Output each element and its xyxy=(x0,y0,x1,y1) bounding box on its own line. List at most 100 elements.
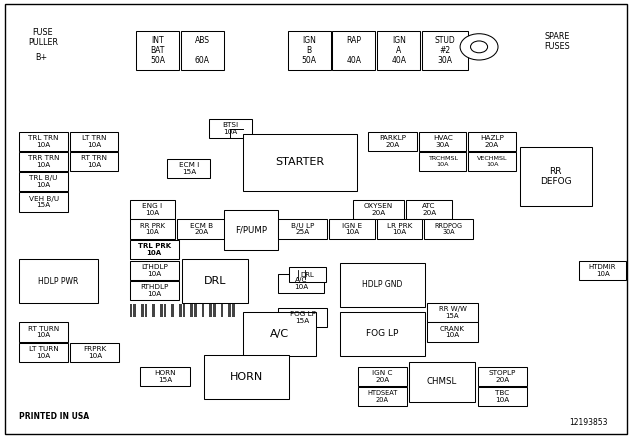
Text: ABS

60A: ABS 60A xyxy=(195,36,210,65)
FancyBboxPatch shape xyxy=(177,219,226,239)
FancyBboxPatch shape xyxy=(190,304,193,317)
FancyBboxPatch shape xyxy=(141,304,143,317)
Text: RR
DEFOG: RR DEFOG xyxy=(540,167,572,186)
FancyBboxPatch shape xyxy=(204,355,289,399)
FancyBboxPatch shape xyxy=(202,304,204,317)
Text: STARTER: STARTER xyxy=(276,157,325,167)
Text: RT TURN
10A: RT TURN 10A xyxy=(28,325,59,339)
Text: RRDPOG
30A: RRDPOG 30A xyxy=(435,223,463,236)
FancyBboxPatch shape xyxy=(70,132,118,151)
FancyBboxPatch shape xyxy=(332,31,375,70)
FancyBboxPatch shape xyxy=(179,304,181,317)
Text: CHMSL: CHMSL xyxy=(427,378,457,386)
Text: INT
BAT
50A: INT BAT 50A xyxy=(150,36,165,65)
Text: OXYSEN
20A: OXYSEN 20A xyxy=(364,203,393,216)
FancyBboxPatch shape xyxy=(340,263,425,307)
FancyBboxPatch shape xyxy=(228,304,231,317)
FancyBboxPatch shape xyxy=(406,200,452,219)
FancyBboxPatch shape xyxy=(427,303,478,322)
Text: PARKLP
20A: PARKLP 20A xyxy=(379,135,406,148)
FancyBboxPatch shape xyxy=(419,132,466,151)
FancyBboxPatch shape xyxy=(340,312,425,356)
Text: LR PRK
10A: LR PRK 10A xyxy=(387,223,412,236)
FancyBboxPatch shape xyxy=(130,200,175,219)
Text: HVAC
30A: HVAC 30A xyxy=(433,135,453,148)
FancyBboxPatch shape xyxy=(19,152,68,171)
Text: BTSI
10A: BTSI 10A xyxy=(222,122,238,135)
FancyBboxPatch shape xyxy=(409,362,475,402)
FancyBboxPatch shape xyxy=(182,259,248,303)
FancyBboxPatch shape xyxy=(232,304,234,317)
Text: RAP

40A: RAP 40A xyxy=(346,36,362,65)
Text: TBC
10A: TBC 10A xyxy=(495,390,509,403)
FancyBboxPatch shape xyxy=(468,132,516,151)
Text: IGN
B
50A: IGN B 50A xyxy=(301,36,317,65)
Text: LT TRN
10A: LT TRN 10A xyxy=(82,135,106,148)
FancyBboxPatch shape xyxy=(424,219,473,239)
Text: RR PRK
10A: RR PRK 10A xyxy=(140,223,165,236)
FancyBboxPatch shape xyxy=(278,274,324,293)
FancyBboxPatch shape xyxy=(194,304,197,317)
FancyBboxPatch shape xyxy=(209,304,212,317)
Text: IGN C
20A: IGN C 20A xyxy=(372,370,392,383)
Text: ENG I
10A: ENG I 10A xyxy=(142,203,162,216)
Circle shape xyxy=(470,41,488,53)
FancyBboxPatch shape xyxy=(19,322,68,342)
Text: PRINTED IN USA: PRINTED IN USA xyxy=(19,412,89,420)
FancyBboxPatch shape xyxy=(358,367,407,386)
Text: LTHDLP
10A: LTHDLP 10A xyxy=(141,264,167,277)
Text: FRPRK
10A: FRPRK 10A xyxy=(83,346,106,359)
FancyBboxPatch shape xyxy=(167,159,210,178)
FancyBboxPatch shape xyxy=(19,259,98,303)
FancyBboxPatch shape xyxy=(145,304,147,317)
FancyBboxPatch shape xyxy=(221,304,223,317)
Text: RR W/W
15A: RR W/W 15A xyxy=(439,306,466,319)
FancyBboxPatch shape xyxy=(243,312,316,356)
FancyBboxPatch shape xyxy=(130,261,179,280)
Text: HDLP GND: HDLP GND xyxy=(363,280,403,289)
Text: A/C: A/C xyxy=(270,329,289,339)
Text: HAZLP
20A: HAZLP 20A xyxy=(480,135,504,148)
Text: CRANK
10A: CRANK 10A xyxy=(440,325,465,339)
Text: FUSE
PULLER: FUSE PULLER xyxy=(28,28,58,47)
FancyBboxPatch shape xyxy=(278,219,327,239)
FancyBboxPatch shape xyxy=(136,31,179,70)
FancyBboxPatch shape xyxy=(224,210,278,250)
Text: SPARE
FUSES: SPARE FUSES xyxy=(545,32,570,51)
FancyBboxPatch shape xyxy=(183,304,185,317)
Text: HORN: HORN xyxy=(229,372,263,381)
FancyBboxPatch shape xyxy=(19,192,68,212)
Text: IGN E
10A: IGN E 10A xyxy=(342,223,362,236)
FancyBboxPatch shape xyxy=(19,132,68,151)
FancyBboxPatch shape xyxy=(70,152,118,171)
Text: RT TRN
10A: RT TRN 10A xyxy=(81,155,107,168)
Text: ECM I
15A: ECM I 15A xyxy=(179,162,199,175)
FancyBboxPatch shape xyxy=(520,147,592,206)
Text: 12193853: 12193853 xyxy=(569,418,608,427)
Text: TRL TRN
10A: TRL TRN 10A xyxy=(28,135,59,148)
Text: DRL: DRL xyxy=(301,272,315,278)
FancyBboxPatch shape xyxy=(358,387,407,406)
FancyBboxPatch shape xyxy=(422,31,468,70)
Text: STOPLP
20A: STOPLP 20A xyxy=(489,370,516,383)
Text: ECM B
20A: ECM B 20A xyxy=(190,223,213,236)
FancyBboxPatch shape xyxy=(19,172,68,191)
FancyBboxPatch shape xyxy=(130,240,179,259)
FancyBboxPatch shape xyxy=(377,31,420,70)
FancyBboxPatch shape xyxy=(171,304,174,317)
FancyBboxPatch shape xyxy=(140,367,190,386)
FancyBboxPatch shape xyxy=(130,281,179,300)
FancyBboxPatch shape xyxy=(478,387,527,406)
FancyBboxPatch shape xyxy=(419,152,466,171)
Text: B+: B+ xyxy=(35,53,47,62)
Text: IGN
A
40A: IGN A 40A xyxy=(391,36,406,65)
FancyBboxPatch shape xyxy=(243,134,357,191)
FancyBboxPatch shape xyxy=(353,200,404,219)
FancyBboxPatch shape xyxy=(133,304,136,317)
Text: RTHDLP
10A: RTHDLP 10A xyxy=(140,284,168,297)
FancyBboxPatch shape xyxy=(468,152,516,171)
Text: DRL: DRL xyxy=(204,276,226,286)
Text: HORN
15A: HORN 15A xyxy=(154,370,176,383)
Text: TRL B/U
10A: TRL B/U 10A xyxy=(30,175,58,188)
FancyBboxPatch shape xyxy=(209,119,252,138)
